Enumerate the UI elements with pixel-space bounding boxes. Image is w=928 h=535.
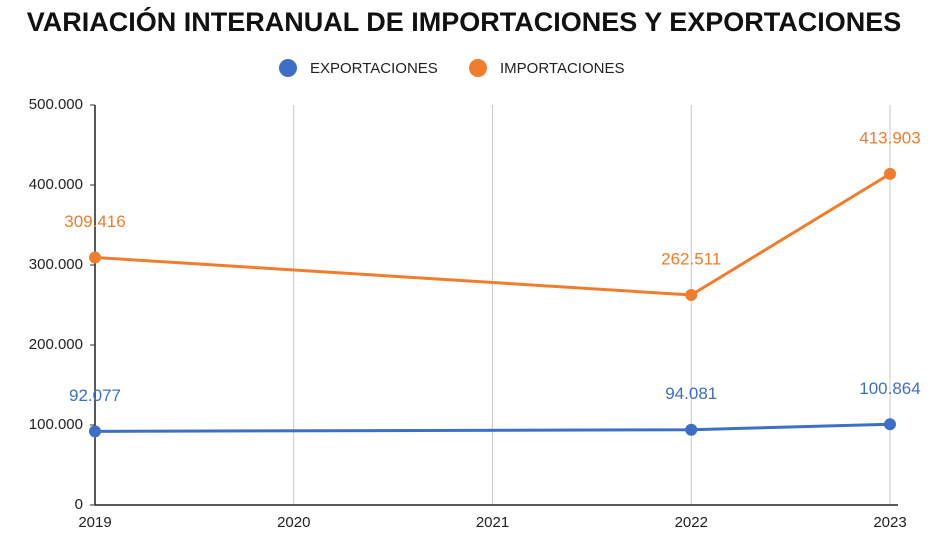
data-label: 94.081 bbox=[665, 384, 717, 403]
legend-label: EXPORTACIONES bbox=[310, 60, 438, 77]
chart-title: VARIACIÓN INTERANUAL DE IMPORTACIONES Y … bbox=[27, 6, 902, 37]
y-tick-label: 400.000 bbox=[29, 176, 83, 193]
data-point bbox=[884, 418, 896, 431]
data-point bbox=[685, 288, 698, 301]
legend-marker bbox=[279, 59, 297, 77]
data-label: 309.416 bbox=[64, 212, 125, 231]
data-label: 262.511 bbox=[661, 249, 721, 268]
y-tick-label: 500.000 bbox=[29, 96, 83, 113]
x-tick-label: 2019 bbox=[78, 514, 111, 531]
y-tick-label: 200.000 bbox=[29, 336, 83, 353]
data-label: 413.903 bbox=[859, 128, 920, 147]
data-label: 100.864 bbox=[859, 379, 920, 398]
y-tick-label: 0 bbox=[75, 496, 83, 513]
x-tick-label: 2022 bbox=[675, 514, 708, 531]
data-point bbox=[884, 167, 896, 180]
x-tick-label: 2021 bbox=[476, 514, 509, 531]
x-tick-label: 2023 bbox=[873, 514, 906, 531]
y-tick-label: 300.000 bbox=[29, 256, 83, 273]
x-tick-label: 2020 bbox=[277, 514, 310, 531]
data-label: 92.077 bbox=[69, 386, 121, 405]
y-tick-label: 100.000 bbox=[29, 416, 83, 433]
data-point bbox=[685, 423, 698, 436]
data-point bbox=[89, 425, 101, 438]
data-point bbox=[89, 251, 101, 264]
legend-label: IMPORTACIONES bbox=[500, 60, 624, 77]
legend-marker bbox=[469, 59, 487, 77]
